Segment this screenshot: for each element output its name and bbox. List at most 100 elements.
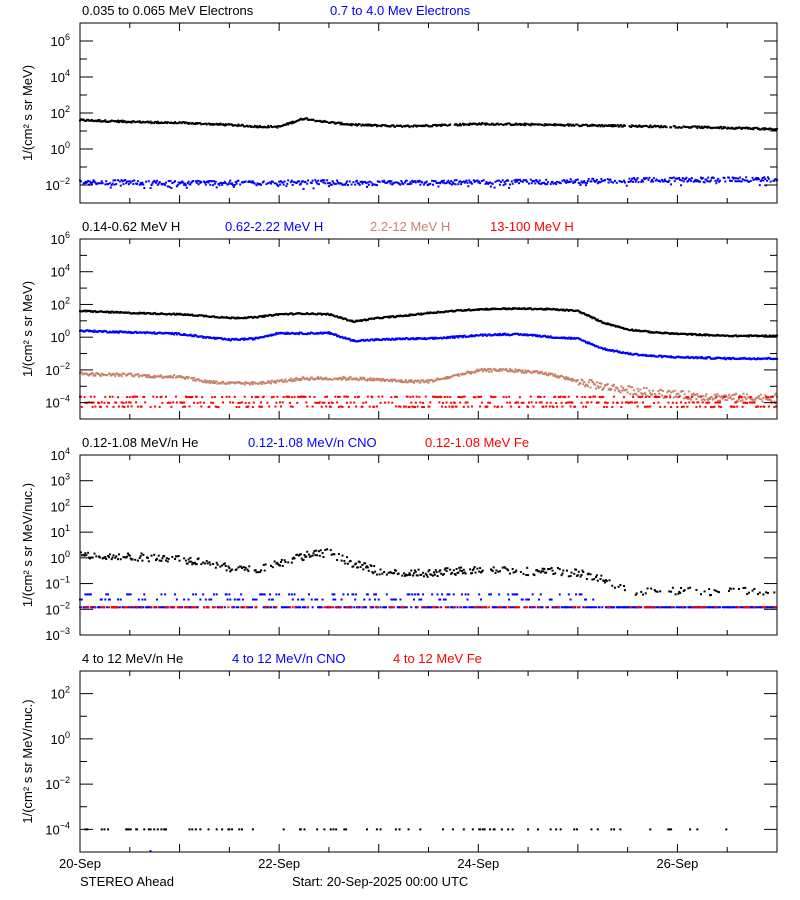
data-point [164, 184, 167, 187]
data-point [473, 181, 476, 184]
data-point [316, 598, 319, 601]
data-point [432, 571, 435, 574]
data-point [682, 180, 685, 183]
data-point [219, 565, 222, 568]
data-point [203, 180, 206, 183]
data-point [470, 181, 473, 184]
data-point [392, 124, 395, 127]
data-point [601, 346, 604, 349]
data-point [328, 314, 331, 317]
data-point [403, 181, 406, 184]
data-point [126, 555, 129, 558]
data-point [651, 389, 654, 392]
data-point [251, 180, 254, 183]
data-point [378, 573, 381, 576]
data-point [313, 396, 316, 399]
data-point [498, 334, 501, 337]
data-point [375, 184, 378, 187]
data-point [494, 572, 497, 575]
data-point [685, 176, 688, 179]
data-point [314, 179, 317, 182]
data-point [445, 182, 448, 185]
series-1 [79, 307, 778, 338]
data-point [223, 124, 226, 127]
data-point [338, 121, 341, 124]
data-point [105, 180, 108, 183]
data-point [344, 376, 347, 379]
data-point [463, 571, 466, 574]
data-point [684, 401, 687, 404]
data-point [371, 379, 374, 382]
data-point [175, 122, 178, 125]
data-point [600, 177, 603, 180]
data-point [498, 179, 501, 182]
data-point [155, 396, 158, 399]
data-point [296, 553, 299, 556]
data-point [169, 401, 172, 404]
data-point [687, 396, 690, 399]
data-point [373, 405, 376, 408]
data-point [639, 388, 642, 391]
data-point [602, 396, 605, 399]
data-point [705, 178, 708, 181]
data-point [747, 591, 750, 594]
data-point [117, 121, 120, 124]
data-point [499, 570, 502, 573]
data-point [136, 395, 139, 398]
data-point [231, 401, 234, 404]
data-point [394, 378, 397, 381]
data-point [544, 334, 547, 337]
data-point [445, 375, 448, 378]
data-point [234, 382, 237, 385]
data-point [122, 401, 125, 404]
data-point [510, 308, 513, 311]
data-point [260, 381, 263, 384]
data-point [374, 123, 377, 126]
data-point [660, 124, 663, 127]
data-point [644, 396, 647, 399]
data-point [406, 381, 409, 384]
data-point [547, 372, 550, 375]
data-point [646, 587, 649, 590]
data-point [131, 374, 134, 377]
data-point [253, 182, 256, 185]
data-point [476, 368, 479, 371]
data-point [600, 382, 603, 385]
data-point [146, 556, 149, 559]
data-point [117, 374, 120, 377]
data-point [542, 405, 545, 408]
data-point [603, 405, 606, 408]
data-point [636, 177, 639, 180]
data-point [612, 385, 615, 388]
data-point [374, 598, 377, 601]
data-point [372, 606, 375, 609]
data-point [585, 123, 588, 126]
data-point [461, 572, 464, 575]
data-point [100, 180, 103, 183]
data-point [474, 180, 477, 183]
data-point [737, 587, 740, 590]
data-point [581, 379, 584, 382]
data-point [571, 401, 574, 404]
data-point [420, 573, 423, 576]
data-point [194, 180, 197, 183]
data-point [131, 180, 134, 183]
data-point [298, 606, 301, 609]
data-point [117, 373, 120, 376]
data-point [504, 332, 507, 335]
data-point [583, 380, 586, 383]
data-point [525, 122, 528, 125]
data-point [587, 381, 590, 384]
data-point [594, 576, 597, 579]
data-point [646, 395, 649, 398]
data-point [217, 406, 220, 409]
data-point [737, 397, 740, 400]
data-point [516, 180, 519, 183]
data-point [97, 182, 100, 185]
data-point [137, 312, 140, 315]
data-point [740, 180, 743, 183]
data-point [631, 177, 634, 180]
data-point [237, 566, 240, 569]
data-point [756, 405, 759, 408]
data-point [517, 401, 520, 404]
